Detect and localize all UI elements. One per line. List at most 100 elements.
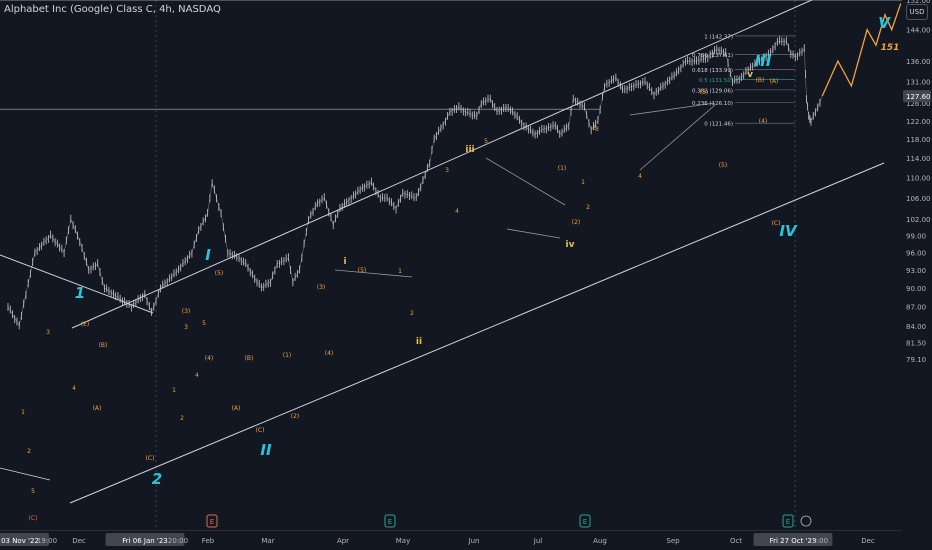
intermediate-wave-label: v — [747, 70, 753, 80]
primary-wave-label: 1 — [75, 284, 85, 302]
fib-level-label: 0.5 (131.50) — [699, 78, 733, 84]
minor-wave-label: (5) — [719, 162, 728, 169]
wedge-line — [629, 102, 716, 116]
minor-wave-label: 4 — [72, 385, 76, 392]
price-tick-label: 99.00 — [906, 233, 926, 241]
minor-wave-label: (C) — [772, 220, 781, 227]
price-tick-label: 96.00 — [906, 249, 926, 257]
earnings-badge — [384, 514, 396, 528]
time-label: Sep — [666, 537, 680, 545]
trend-line — [0, 467, 51, 481]
earnings-badge-label: E — [786, 518, 790, 526]
price-tick-label: 102.00 — [906, 216, 931, 224]
minor-wave-label: (3) — [317, 284, 326, 291]
minor-wave-label: 1 — [581, 179, 585, 186]
minor-wave-label: 2 — [180, 415, 184, 422]
minor-wave-label: (C) — [256, 427, 265, 434]
primary-wave-label: 2 — [152, 470, 162, 488]
earnings-badge — [206, 514, 218, 528]
channel-lower-line — [69, 162, 885, 504]
price-tick-label: 131.00 — [906, 79, 931, 87]
minor-wave-label: 3 — [595, 126, 599, 133]
price-tick-label: 81.50 — [906, 339, 926, 347]
minor-wave-label: (B) — [99, 342, 108, 349]
time-label: Fri 06 Jan '23 — [122, 537, 168, 545]
minor-wave-label: (C) — [29, 515, 38, 522]
minor-wave-label: 5 — [202, 320, 206, 327]
wedge-line — [506, 228, 561, 239]
minor-wave-label: (5) — [358, 267, 367, 274]
time-axis-bg — [0, 530, 932, 550]
minor-wave-label: 4 — [455, 208, 459, 215]
minor-wave-label: 1 — [398, 268, 402, 275]
primary-wave-label: V — [878, 14, 891, 32]
minor-wave-label: 5 — [31, 488, 35, 495]
earnings-badge — [579, 514, 591, 528]
minor-wave-label: 3 — [445, 167, 449, 174]
price-tick-label: 152.00 — [906, 0, 931, 5]
intermediate-wave-label: iv — [566, 240, 575, 250]
minor-wave-label: 2 — [586, 204, 590, 211]
fib-level-label: 0.382 (129.06) — [692, 88, 733, 94]
primary-wave-label: I — [205, 246, 211, 264]
price-tick-label: 87.00 — [906, 304, 926, 312]
time-label: Aug — [593, 537, 607, 545]
price-series-line — [7, 41, 823, 327]
intermediate-wave-label: iii — [465, 145, 474, 155]
minor-wave-label: (5) — [215, 270, 224, 277]
minor-wave-label: (B) — [756, 77, 765, 84]
minor-wave-label: (2) — [291, 413, 300, 420]
fib-level-label: 1 (142.37) — [704, 34, 733, 40]
minor-wave-label: (C) — [146, 455, 155, 462]
minor-wave-label: (3) — [700, 89, 709, 96]
price-tick-label: 110.00 — [906, 175, 931, 183]
minor-wave-label: (2) — [572, 219, 581, 226]
wedge-line — [485, 157, 566, 206]
price-tick-label: 84.00 — [906, 323, 926, 331]
minor-wave-label: 5 — [484, 138, 488, 145]
time-label: May — [396, 537, 410, 545]
price-tick-label: 114.00 — [906, 155, 931, 163]
minor-wave-label: 3 — [46, 329, 50, 336]
minor-wave-label: (A) — [232, 405, 241, 412]
fib-level-label: 0.236 (126.10) — [692, 101, 733, 107]
minor-wave-label: 3 — [184, 324, 188, 331]
time-label: 03 Nov '22 — [1, 537, 39, 545]
intermediate-wave-label: i — [343, 257, 346, 267]
minor-wave-label: (4) — [325, 350, 334, 357]
minor-wave-label: 1 — [172, 387, 176, 394]
price-tick-label: 136.00 — [906, 58, 931, 66]
dividend-icon — [800, 515, 812, 527]
current-price-badge — [903, 90, 931, 103]
fib-level-label: 0.618 (133.99) — [692, 68, 733, 74]
time-label: Mar — [261, 537, 274, 545]
currency-button[interactable]: USD — [906, 4, 928, 20]
time-label: Apr — [337, 537, 349, 545]
time-label: 19:00 — [808, 537, 828, 545]
minor-wave-label: (3) — [182, 308, 191, 315]
time-axis-highlight — [105, 533, 185, 546]
time-label: Oct — [730, 537, 742, 545]
time-label: 19:00 — [37, 537, 57, 545]
minor-wave-label: 4 — [195, 372, 199, 379]
time-label: Dec — [861, 537, 875, 545]
minor-wave-label: (A) — [93, 405, 102, 412]
time-label: Fri 27 Oct '23 — [770, 537, 817, 545]
price-tick-label: 118.00 — [906, 136, 931, 144]
channel-upper-line — [71, 0, 814, 329]
time-axis-highlight — [0, 533, 49, 546]
primary-wave-label: III — [755, 52, 772, 70]
minor-wave-label: 1 — [21, 409, 25, 416]
target-label: 151 — [881, 43, 900, 53]
price-tick-label: 90.00 — [906, 285, 926, 293]
chart-title: Alphabet Inc (Google) Class C, 4h, NASDA… — [4, 4, 221, 15]
price-tick-label: 93.00 — [906, 267, 926, 275]
time-label: Jun — [468, 537, 480, 545]
minor-wave-label: (1) — [558, 165, 567, 172]
minor-wave-label: 2 — [410, 310, 414, 317]
minor-wave-label: (B) — [245, 355, 254, 362]
minor-wave-label: (4) — [205, 355, 214, 362]
primary-wave-label: IV — [779, 222, 798, 240]
